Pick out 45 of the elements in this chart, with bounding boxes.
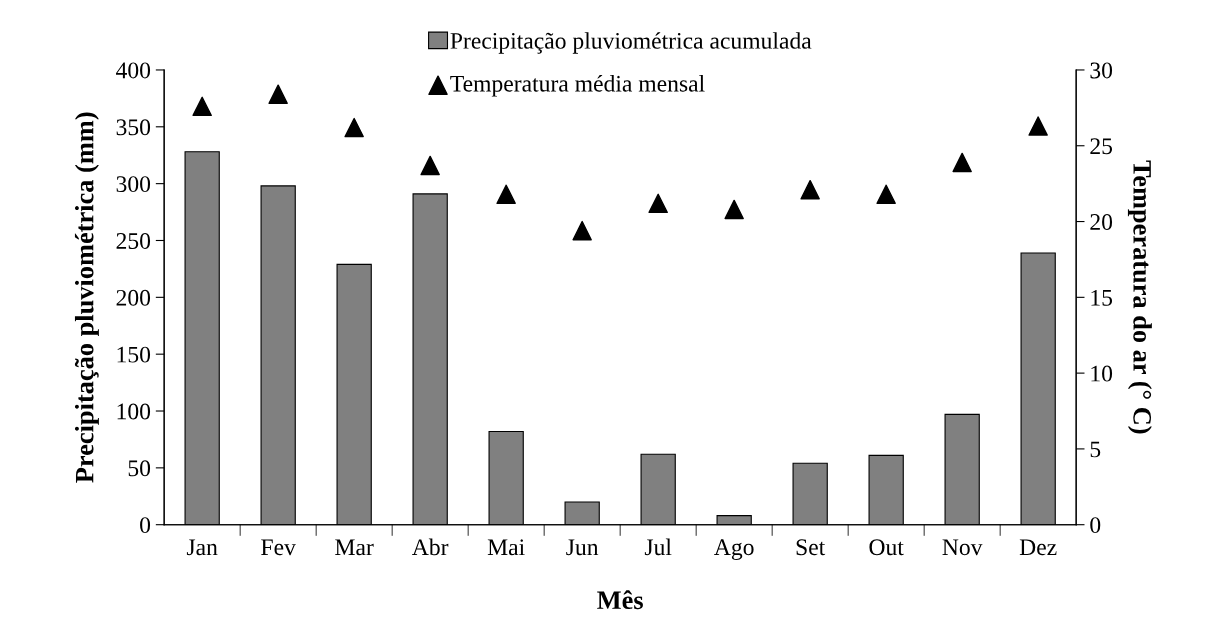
point xyxy=(648,193,668,214)
y-tick-label: 150 xyxy=(117,346,151,363)
point xyxy=(268,84,288,104)
point xyxy=(496,184,516,205)
legend-label: Precipitação pluviométrica acumulada xyxy=(450,32,812,54)
point xyxy=(800,179,820,200)
y2-tick-label: 5 xyxy=(1090,441,1101,458)
y-tick-label: 400 xyxy=(116,62,151,79)
y-axis-title: Precipitação pluviométrica (mm) xyxy=(74,112,99,483)
x-tick-label: Jun xyxy=(566,539,599,556)
y2-axis-title: Temperatura do ar (° C) xyxy=(1127,160,1152,434)
y2-tick-label: 15 xyxy=(1091,289,1113,306)
y-tick-label: 200 xyxy=(116,289,151,306)
x-tick-label: Abr xyxy=(412,538,449,556)
point xyxy=(952,152,972,173)
point xyxy=(192,96,212,117)
x-tick-label: Set xyxy=(796,539,826,556)
y-tick-label: 250 xyxy=(116,232,151,249)
y2-tick-label: 20 xyxy=(1090,214,1113,230)
y-tick-label: 50 xyxy=(128,460,151,477)
y-tick-label: 100 xyxy=(117,403,151,420)
point xyxy=(572,220,592,241)
x-tick-label: Jan xyxy=(186,539,218,556)
point xyxy=(344,117,364,138)
x-axis-title: Mês xyxy=(597,590,643,610)
point xyxy=(1028,116,1048,136)
x-tick-label: Ago xyxy=(714,539,754,560)
y-tick-label: 0 xyxy=(140,517,151,534)
y2-tick-label: 25 xyxy=(1090,138,1113,155)
point xyxy=(420,155,440,176)
x-tick-label: Fev xyxy=(261,539,296,556)
y2-tick-label: 10 xyxy=(1091,365,1113,382)
y2-tick-label: 30 xyxy=(1090,62,1113,79)
point xyxy=(724,199,744,220)
x-tick-label: Dez xyxy=(1019,539,1057,556)
x-tick-label: Jul xyxy=(644,538,672,556)
y2-tick-label: 0 xyxy=(1090,517,1101,534)
y-tick-label: 300 xyxy=(116,176,151,193)
x-tick-label: Nov xyxy=(942,539,983,556)
legend-label: Temperatura média mensal xyxy=(450,75,705,97)
x-tick-label: Out xyxy=(869,539,904,556)
x-tick-label: Mai xyxy=(487,539,525,556)
point xyxy=(876,184,896,205)
x-tick-label: Mar xyxy=(335,539,374,556)
y-tick-label: 350 xyxy=(116,119,151,136)
